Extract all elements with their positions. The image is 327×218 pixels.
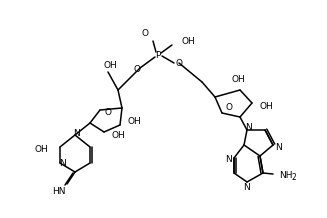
Text: OH: OH xyxy=(127,118,141,126)
Text: OH: OH xyxy=(231,75,245,85)
Text: N: N xyxy=(225,155,232,164)
Text: OH: OH xyxy=(181,36,195,46)
Text: 2: 2 xyxy=(291,174,296,182)
Text: O: O xyxy=(226,104,232,112)
Text: N: N xyxy=(59,160,65,169)
Text: O: O xyxy=(105,109,112,118)
Text: N: N xyxy=(244,184,250,192)
Text: P: P xyxy=(155,51,161,60)
Text: HN: HN xyxy=(52,187,66,196)
Text: O: O xyxy=(142,29,148,39)
Text: OH: OH xyxy=(103,61,117,70)
Text: N: N xyxy=(245,124,251,133)
Text: N: N xyxy=(275,143,281,152)
Text: N: N xyxy=(74,129,80,138)
Text: O: O xyxy=(133,65,141,73)
Text: OH: OH xyxy=(34,145,48,153)
Text: OH: OH xyxy=(259,102,273,111)
Text: OH: OH xyxy=(111,131,125,140)
Text: NH: NH xyxy=(279,170,292,179)
Text: O: O xyxy=(176,60,182,68)
